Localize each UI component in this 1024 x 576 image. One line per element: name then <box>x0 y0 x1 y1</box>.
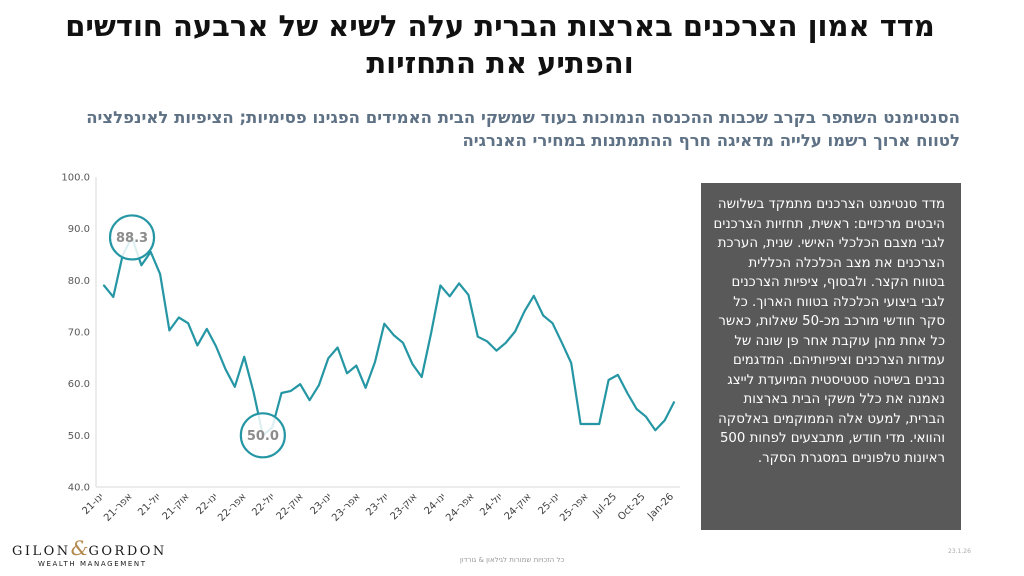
y-tick-label: 80.0 <box>68 276 90 287</box>
x-tick-label: ינו-22 <box>194 491 220 517</box>
x-tick-label: אפר-25 <box>558 491 590 523</box>
logo-wordmark: GILON&GORDON <box>12 536 167 560</box>
series-line <box>102 236 676 437</box>
y-tick-label: 100.0 <box>61 173 90 184</box>
x-tick-label: ינו-24 <box>422 491 448 517</box>
x-tick-label: יול-21 <box>136 491 163 518</box>
x-tick-label: אפר-24 <box>444 491 476 523</box>
x-tick-label: אוק-22 <box>275 491 306 522</box>
y-tick-label: 90.0 <box>68 224 90 235</box>
x-tick-label: ינו-25 <box>536 491 562 517</box>
x-tick-label: ינו-23 <box>308 491 334 517</box>
logo-ampersand: & <box>70 536 89 560</box>
x-tick-label: אפר-21 <box>102 491 134 523</box>
annotation-circle <box>108 214 156 261</box>
x-tick-label: יול-22 <box>250 491 277 518</box>
footer-copyright: כל הזכויות שמורות לגילאון & גורדון <box>459 556 565 564</box>
footer-date: 23.1.26 <box>948 548 971 555</box>
x-tick-label: ינו-21 <box>80 491 106 517</box>
logo-name-left: GILON <box>12 544 71 559</box>
annotation-label: 50.0 <box>247 429 279 444</box>
annotation-label: 88.3 <box>116 231 148 246</box>
x-tick-label: יול-24 <box>478 491 505 518</box>
x-tick-label: Jul-25 <box>591 491 620 520</box>
x-tick-label: אפר-23 <box>330 491 362 523</box>
info-box: מדד סנטימנט הצרכנים מתמקד בשלושה היבטים … <box>701 183 961 530</box>
y-tick-label: 50.0 <box>68 431 90 442</box>
x-tick-label: Oct-25 <box>616 491 648 523</box>
page-subtitle: הסנטימנט השתפר בקרב שכבות ההכנסה הנמוכות… <box>86 108 960 150</box>
y-tick-label: 40.0 <box>68 483 90 494</box>
annotation-circle <box>239 412 286 459</box>
x-tick-label: יול-23 <box>364 491 391 518</box>
page-title: מדד אמון הצרכנים בארצות הברית עלה לשיא ש… <box>65 9 935 80</box>
y-tick-label: 60.0 <box>68 379 90 390</box>
logo-name-right: GORDON <box>88 544 167 559</box>
x-tick-label: אפר-22 <box>216 491 248 523</box>
logo-tagline: WEALTH MANAGEMENT <box>38 560 147 568</box>
company-logo: GILON&GORDON WEALTH MANAGEMENT <box>12 536 164 572</box>
y-tick-label: 70.0 <box>68 328 90 339</box>
x-tick-label: אוק-23 <box>389 491 420 522</box>
x-tick-label: אוק-21 <box>161 491 192 522</box>
x-tick-label: Jan-26 <box>645 491 676 522</box>
info-box-text: מדד סנטימנט הצרכנים מתמקד בשלושה היבטים … <box>713 197 945 466</box>
consumer-sentiment-chart: 100.090.080.070.060.050.040.0ינו-21אפר-2… <box>61 173 680 524</box>
x-tick-label: אוק-24 <box>503 491 534 522</box>
